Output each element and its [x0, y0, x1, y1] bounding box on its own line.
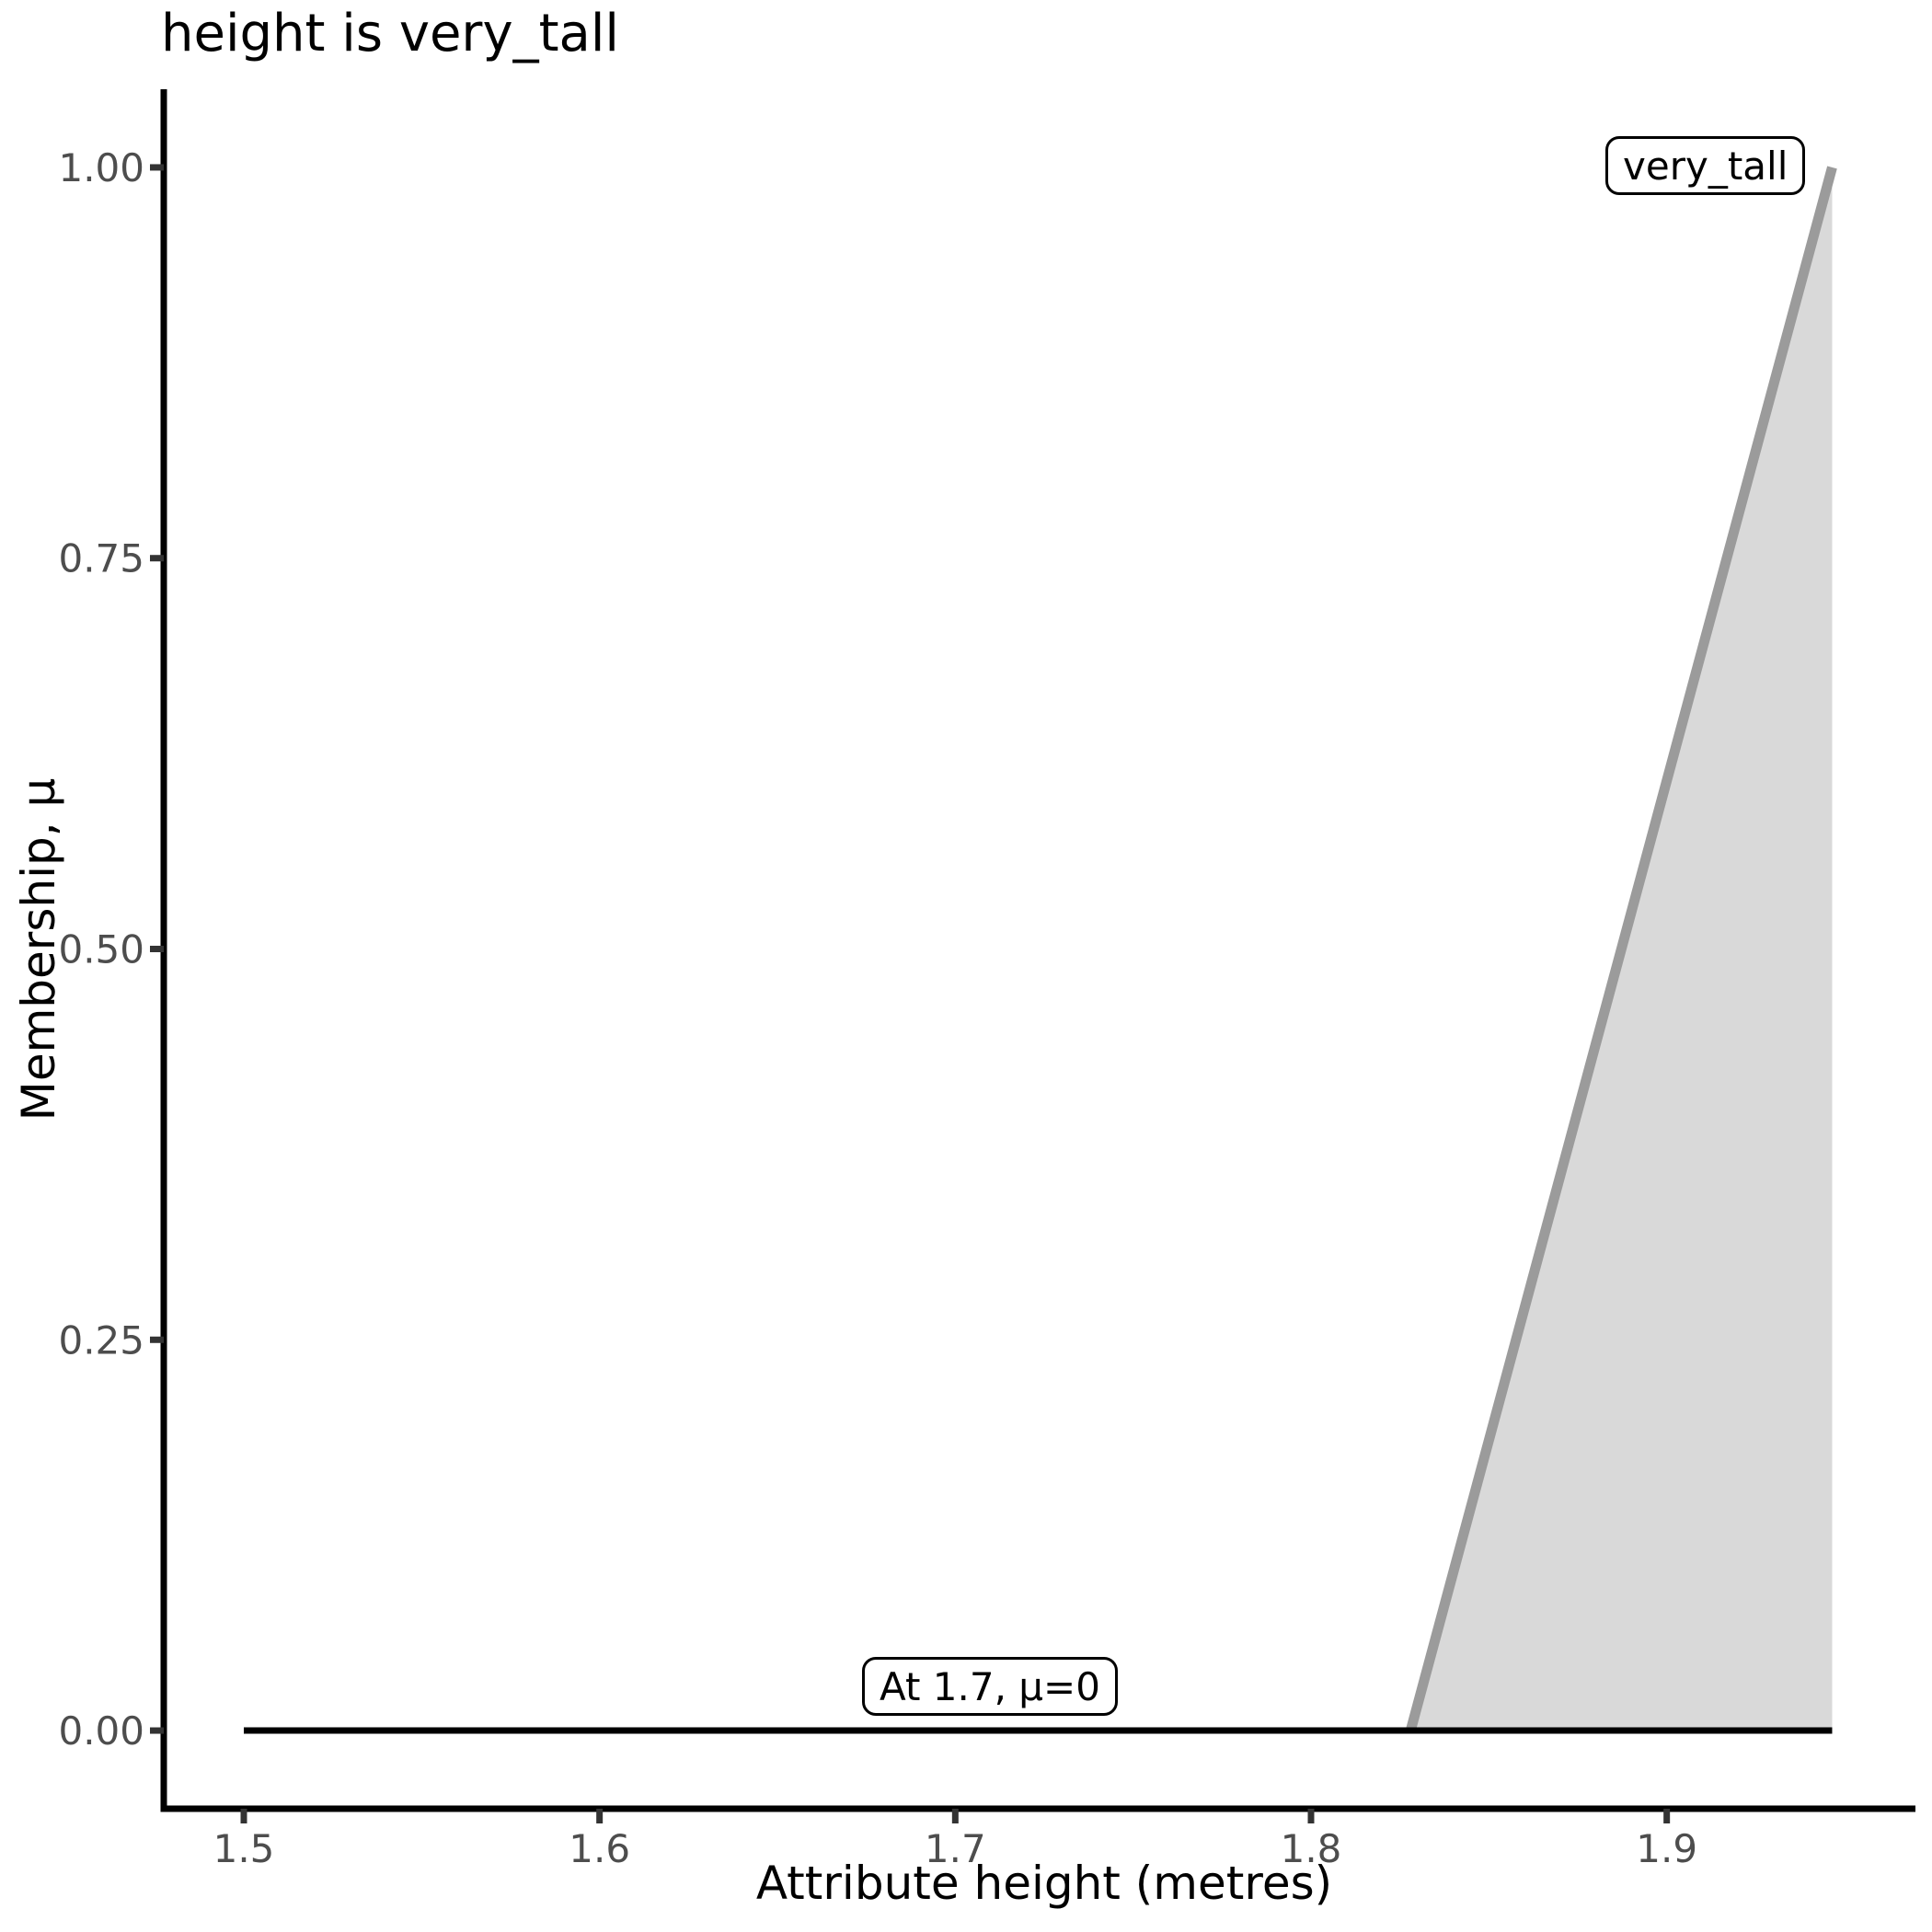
- y-tick-label: 0.00: [58, 1708, 144, 1754]
- chart-title: height is very_tall: [161, 4, 619, 63]
- series-line-very-tall-membership: [1405, 166, 1837, 1732]
- x-tick-label: 1.6: [569, 1826, 630, 1871]
- annotation-very-tall-label: very_tall: [1623, 143, 1788, 189]
- y-axis-title: Membership, μ: [12, 777, 65, 1121]
- x-tick-label: 1.8: [1281, 1826, 1342, 1871]
- y-tick-label: 0.75: [58, 536, 144, 581]
- y-tick-label: 0.50: [58, 927, 144, 972]
- x-tick-label: 1.9: [1636, 1826, 1697, 1871]
- x-tick-label: 1.7: [925, 1826, 986, 1871]
- x-tick-label: 1.5: [213, 1826, 275, 1871]
- axis-lines: [160, 89, 1915, 1812]
- annotation-at-1point7-label: At 1.7, μ=0: [880, 1663, 1100, 1709]
- annotation-at-1point7: At 1.7, μ=0: [862, 1657, 1118, 1716]
- y-tick-label: 1.00: [58, 145, 144, 190]
- y-tick-label: 0.25: [58, 1317, 144, 1363]
- annotation-very-tall: very_tall: [1605, 136, 1806, 195]
- x-axis-title: Attribute height (metres): [755, 1857, 1333, 1910]
